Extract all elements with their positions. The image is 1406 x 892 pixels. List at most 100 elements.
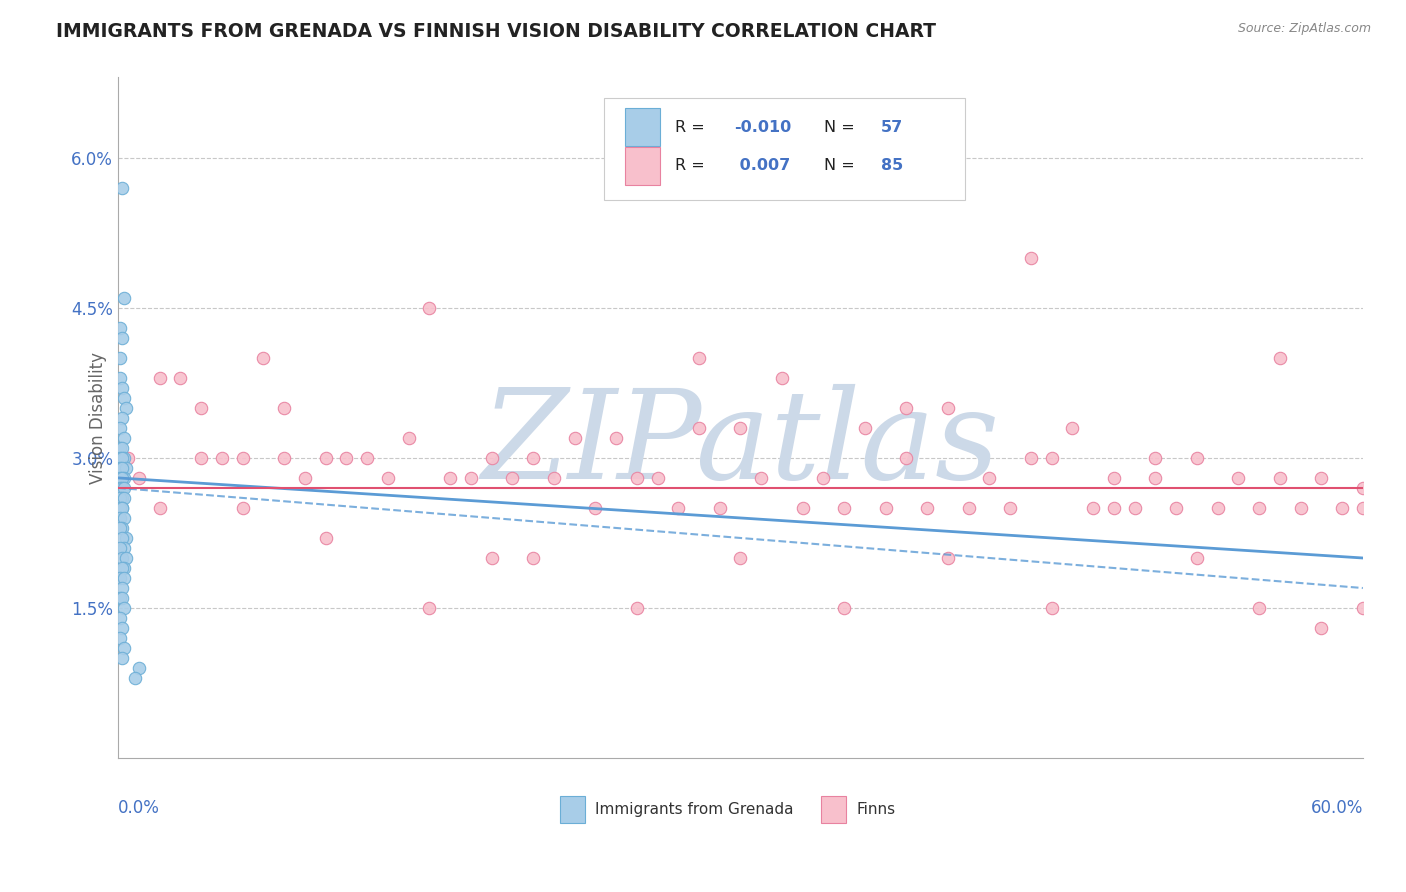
Point (1019, 251, 1042, 265)
Point (688, 421, 710, 435)
Point (111, 531, 134, 545)
Point (111, 491, 134, 505)
Point (915, 500, 938, 515)
Point (1310, 471, 1333, 485)
Point (647, 471, 669, 485)
Point (111, 651, 134, 665)
Point (111, 331, 134, 345)
Point (108, 441, 131, 455)
Point (111, 410, 134, 425)
Point (190, 450, 212, 465)
Point (439, 471, 461, 485)
Point (273, 401, 295, 415)
Point (730, 551, 752, 566)
Point (936, 551, 959, 566)
Point (111, 551, 134, 566)
Point (1019, 450, 1042, 465)
Point (111, 561, 134, 575)
Point (1249, 500, 1271, 515)
Point (112, 481, 135, 495)
Point (1102, 471, 1125, 485)
Text: Finns: Finns (856, 802, 896, 817)
Point (108, 500, 131, 515)
Point (112, 571, 135, 585)
Point (543, 471, 565, 485)
Point (1227, 471, 1250, 485)
Point (1206, 500, 1229, 515)
Point (124, 671, 146, 685)
Point (688, 351, 710, 365)
Point (1268, 471, 1291, 485)
Text: R =: R = (675, 120, 710, 135)
Text: N =: N = (824, 120, 859, 135)
Point (1249, 601, 1271, 615)
Point (1166, 500, 1188, 515)
Text: R =: R = (675, 159, 710, 173)
Point (666, 500, 689, 515)
Point (853, 421, 876, 435)
Point (626, 601, 648, 615)
Point (108, 591, 131, 605)
Text: -0.010: -0.010 (734, 120, 792, 135)
FancyBboxPatch shape (624, 147, 659, 185)
Point (749, 471, 772, 485)
Point (232, 500, 254, 515)
Point (730, 421, 752, 435)
Point (1351, 500, 1374, 515)
Point (1123, 500, 1146, 515)
Point (583, 500, 606, 515)
Point (1185, 450, 1208, 465)
Point (111, 581, 134, 595)
Point (294, 471, 316, 485)
Point (111, 591, 134, 605)
Point (957, 500, 980, 515)
Point (111, 621, 134, 635)
Point (1040, 601, 1063, 615)
Point (1102, 500, 1125, 515)
Point (108, 611, 131, 625)
Text: ZIPatlas: ZIPatlas (481, 384, 1000, 506)
Point (128, 471, 150, 485)
Point (108, 461, 131, 475)
Point (979, 471, 1001, 485)
Point (108, 571, 131, 585)
Point (832, 601, 855, 615)
Point (111, 180, 134, 194)
Text: 57: 57 (882, 120, 904, 135)
Point (108, 541, 131, 555)
Point (111, 500, 134, 515)
Point (998, 500, 1021, 515)
Point (128, 661, 150, 675)
Point (1144, 450, 1167, 465)
Point (149, 500, 172, 515)
Point (108, 471, 131, 485)
Point (108, 351, 131, 365)
Point (315, 531, 337, 545)
Point (111, 441, 134, 455)
Text: Immigrants from Grenada: Immigrants from Grenada (595, 802, 793, 817)
Point (1062, 421, 1084, 435)
Point (398, 431, 420, 445)
Point (115, 551, 138, 566)
Text: IMMIGRANTS FROM GRENADA VS FINNISH VISION DISABILITY CORRELATION CHART: IMMIGRANTS FROM GRENADA VS FINNISH VISIO… (56, 22, 936, 41)
Point (115, 461, 138, 475)
Point (112, 431, 135, 445)
Text: Source: ZipAtlas.com: Source: ZipAtlas.com (1237, 22, 1371, 36)
Point (813, 471, 835, 485)
Point (792, 500, 814, 515)
Point (169, 371, 191, 385)
Point (896, 401, 918, 415)
Point (564, 431, 586, 445)
Point (1083, 500, 1105, 515)
Point (111, 471, 134, 485)
Point (112, 391, 135, 405)
FancyBboxPatch shape (624, 109, 659, 146)
Point (115, 401, 138, 415)
Point (112, 601, 135, 615)
Point (149, 371, 172, 385)
Point (211, 450, 233, 465)
Point (709, 500, 731, 515)
Point (1289, 500, 1312, 515)
Point (418, 601, 440, 615)
Point (108, 320, 131, 334)
